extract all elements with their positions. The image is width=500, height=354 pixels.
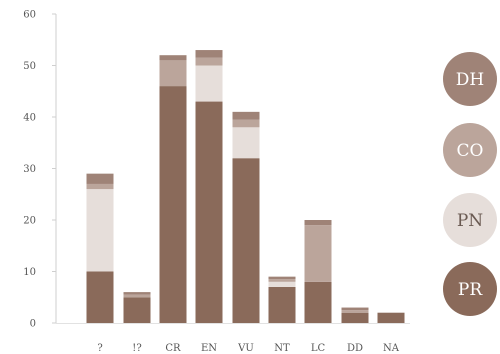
bar-segment-dh [268, 276, 296, 280]
legend-label: DH [456, 70, 484, 90]
y-axis: 0 10 20 30 40 50 60 [23, 10, 410, 330]
bar-stack-0 [86, 173, 114, 323]
bar-segment-co [304, 225, 332, 282]
bar-segment-dh [341, 307, 369, 311]
x-tick-label: !? [132, 343, 141, 354]
x-axis: ?!? CR EN VU NT LC DD NA [97, 343, 399, 354]
x-tick-label: EN [201, 343, 217, 354]
bar-segment-co [232, 119, 260, 128]
bar-segment-pn [86, 189, 114, 272]
bar-stack-8 [377, 312, 405, 323]
y-tick-label: 50 [23, 61, 36, 72]
bar-segment-dh [123, 292, 151, 295]
bar-segment-co [195, 57, 223, 66]
legend-swatch [443, 123, 497, 177]
bar-segment-pr [86, 271, 114, 323]
legend-item-dh: DH [443, 52, 497, 106]
y-tick-label: 10 [23, 267, 36, 278]
bar-segment-dh [195, 50, 223, 58]
bar-segment-pr [341, 312, 369, 323]
bar-segment-pr [195, 101, 223, 323]
x-tick-label: CR [165, 343, 181, 354]
legend-swatch [443, 52, 497, 106]
legend-swatch [443, 262, 497, 316]
bar-segment-pr [232, 158, 260, 323]
y-tick-label: 40 [23, 113, 36, 124]
bar-segment-co [123, 294, 151, 298]
bar-segment-co [268, 279, 296, 282]
bar-segment-pn [195, 65, 223, 102]
bar-segment-dh [159, 55, 187, 61]
y-tick-label: 60 [23, 10, 36, 21]
legend-item-co: CO [443, 123, 497, 177]
y-tick-label: 20 [23, 216, 36, 227]
x-tick-label: ? [97, 343, 102, 354]
bar-segment-co [86, 183, 114, 190]
legend-label: CO [457, 141, 484, 161]
legend-swatch [443, 193, 497, 247]
x-tick-label: VU [237, 343, 254, 354]
bar-segment-pn [232, 127, 260, 159]
legend-item-pr: PR [443, 262, 497, 316]
legend-label: PN [457, 211, 483, 231]
x-tick-label: NT [274, 343, 290, 354]
bar-segment-pr [377, 312, 405, 323]
bar-stack-7 [341, 307, 369, 323]
x-tick-label: LC [311, 343, 326, 354]
bar-segment-pr [304, 281, 332, 323]
legend-label: PR [458, 280, 483, 300]
bar-segment-co [159, 60, 187, 87]
bar-segment-dh [232, 111, 260, 120]
bars [86, 50, 405, 323]
bar-segment-dh [304, 220, 332, 226]
y-tick-label: 0 [30, 319, 36, 330]
bar-stack-4 [232, 111, 260, 323]
bar-stack-3 [195, 50, 223, 323]
bar-segment-pr [268, 286, 296, 323]
bar-stack-2 [159, 55, 187, 323]
bar-segment-pn [268, 281, 296, 287]
legend-item-pn: PN [443, 193, 497, 247]
bar-stack-5 [268, 276, 296, 323]
bar-stack-6 [304, 220, 332, 323]
x-tick-label: DD [347, 343, 363, 354]
bar-segment-pr [159, 86, 187, 323]
x-tick-label: NA [383, 343, 400, 354]
bar-segment-dh [86, 173, 114, 184]
bar-segment-co [341, 310, 369, 313]
y-tick-label: 30 [23, 164, 36, 175]
bar-stack-1 [123, 292, 151, 323]
legend: DH CO PN PR [443, 52, 497, 316]
bar-segment-pr [123, 297, 151, 323]
